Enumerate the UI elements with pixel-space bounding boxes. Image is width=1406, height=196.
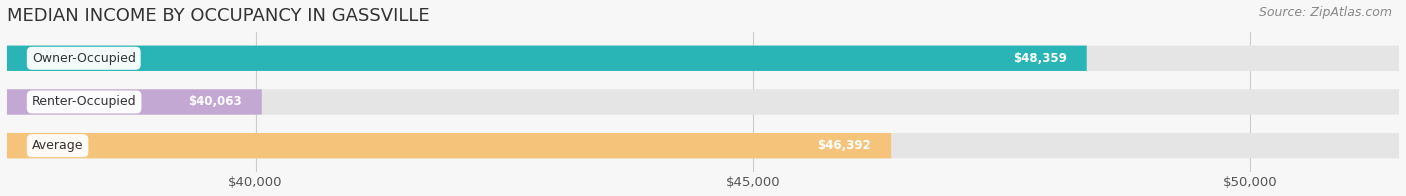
Text: Owner-Occupied: Owner-Occupied: [32, 52, 135, 65]
FancyBboxPatch shape: [7, 133, 891, 158]
Text: MEDIAN INCOME BY OCCUPANCY IN GASSVILLE: MEDIAN INCOME BY OCCUPANCY IN GASSVILLE: [7, 7, 430, 25]
Text: Source: ZipAtlas.com: Source: ZipAtlas.com: [1258, 6, 1392, 19]
FancyBboxPatch shape: [7, 46, 1087, 71]
FancyBboxPatch shape: [7, 46, 1399, 71]
FancyBboxPatch shape: [7, 89, 262, 115]
Text: Renter-Occupied: Renter-Occupied: [32, 95, 136, 108]
Text: $40,063: $40,063: [188, 95, 242, 108]
FancyBboxPatch shape: [7, 89, 1399, 115]
Text: $46,392: $46,392: [817, 139, 872, 152]
FancyBboxPatch shape: [7, 133, 1399, 158]
Text: Average: Average: [32, 139, 83, 152]
Text: $48,359: $48,359: [1012, 52, 1067, 65]
